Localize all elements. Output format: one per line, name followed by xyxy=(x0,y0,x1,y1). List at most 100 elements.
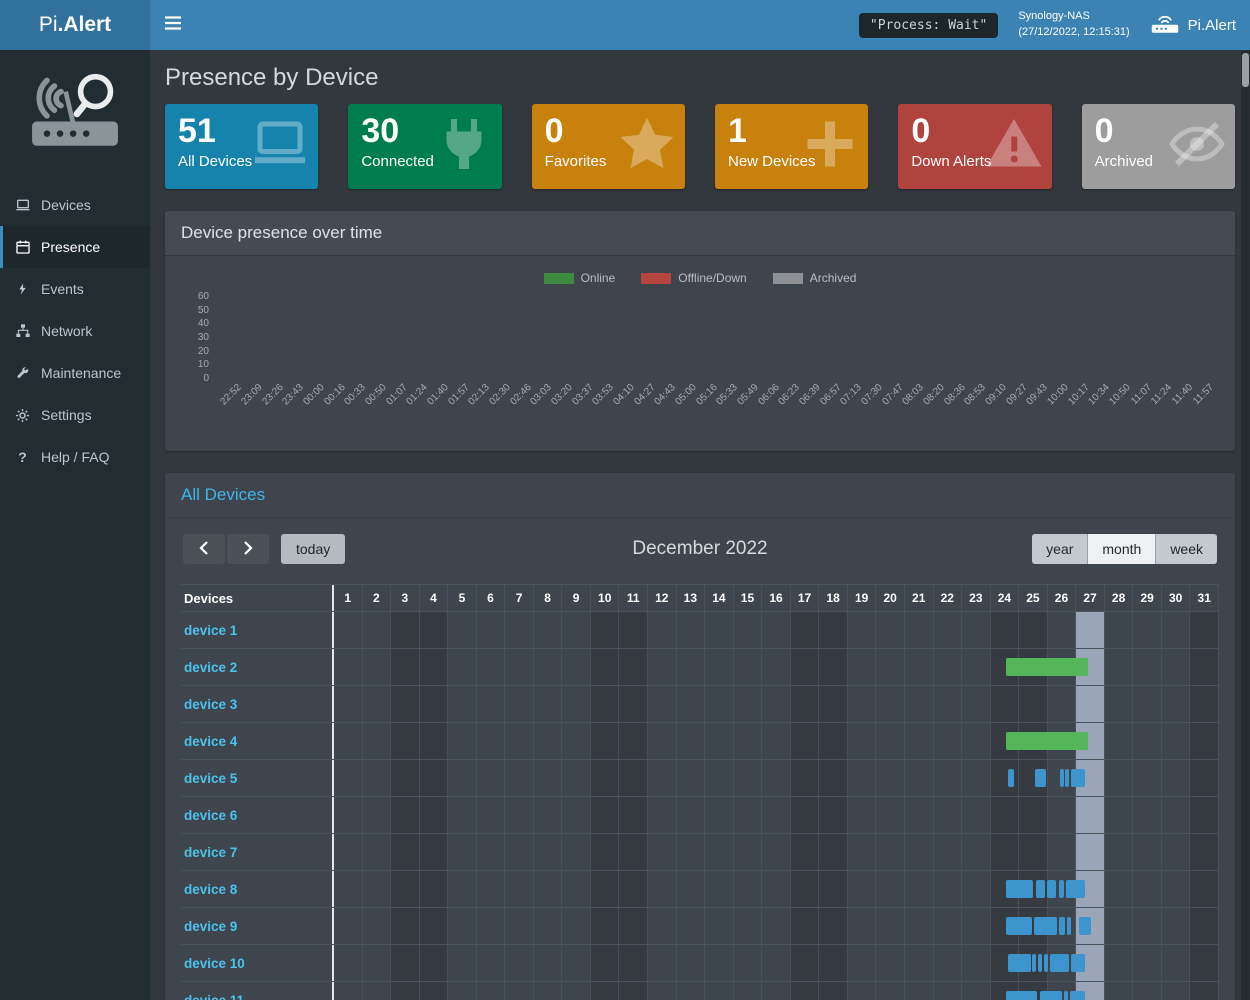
day-cell xyxy=(419,760,449,796)
sidebar-item-presence[interactable]: Presence xyxy=(0,226,150,268)
device-link[interactable]: device 1 xyxy=(184,622,238,638)
presence-event[interactable] xyxy=(1059,917,1065,935)
sidebar-item-events[interactable]: Events xyxy=(0,268,150,310)
device-link[interactable]: device 4 xyxy=(184,733,238,749)
day-cell xyxy=(1133,760,1162,796)
day-cell xyxy=(534,723,563,759)
presence-event[interactable] xyxy=(1047,880,1057,898)
presence-event[interactable] xyxy=(1035,880,1046,898)
sidebar-item-label: Settings xyxy=(41,407,92,423)
presence-event[interactable] xyxy=(1032,954,1037,972)
day-cell xyxy=(419,649,449,685)
presence-event[interactable] xyxy=(1006,658,1088,676)
day-cell xyxy=(334,686,363,722)
device-timeline xyxy=(334,649,1219,685)
eye-slash-icon xyxy=(1167,114,1227,174)
presence-event[interactable] xyxy=(1066,880,1086,898)
sidebar-item-maintenance[interactable]: Maintenance xyxy=(0,352,150,394)
legend-swatch-offline xyxy=(641,272,672,284)
day-cell xyxy=(391,982,420,1000)
presence-event[interactable] xyxy=(1063,991,1069,1000)
presence-event[interactable] xyxy=(1007,954,1031,972)
card-value: 1 xyxy=(727,112,747,150)
x-tick-label: 06:57 xyxy=(818,382,844,408)
device-link[interactable]: device 6 xyxy=(184,807,238,823)
presence-event[interactable] xyxy=(1039,991,1062,1000)
day-cell xyxy=(762,908,791,944)
legend-online[interactable]: Online xyxy=(543,271,615,285)
device-link[interactable]: device 3 xyxy=(184,696,238,712)
day-header: 27 xyxy=(1076,585,1105,611)
chart-legend: Online Offline/Down Archived xyxy=(181,264,1219,297)
presence-event[interactable] xyxy=(1043,954,1049,972)
sidebar-item-help[interactable]: ? Help / FAQ xyxy=(0,436,150,478)
view-month-button[interactable]: month xyxy=(1088,534,1157,564)
day-cell xyxy=(1133,797,1162,833)
summary-card-archived[interactable]: 0 Archived xyxy=(1081,104,1235,189)
presence-event[interactable] xyxy=(1006,917,1032,935)
presence-event[interactable] xyxy=(1049,954,1070,972)
sidebar-item-label: Events xyxy=(41,281,84,297)
presence-event[interactable] xyxy=(1034,917,1057,935)
device-link[interactable]: device 7 xyxy=(184,844,238,860)
device-timeline xyxy=(334,871,1219,907)
day-cell xyxy=(962,797,991,833)
day-header: 31 xyxy=(1190,585,1219,611)
legend-archived[interactable]: Archived xyxy=(772,271,856,285)
sidebar-item-settings[interactable]: Settings xyxy=(0,394,150,436)
brand-logo[interactable]: Pi .Alert xyxy=(0,0,150,50)
prev-button[interactable] xyxy=(183,534,225,564)
day-cell xyxy=(1105,797,1134,833)
day-cell xyxy=(448,686,477,722)
presence-event[interactable] xyxy=(1079,917,1091,935)
scrollbar-thumb[interactable] xyxy=(1242,53,1249,87)
presence-event[interactable] xyxy=(1038,954,1042,972)
navbar-app-brand[interactable]: Pi.Alert xyxy=(1150,11,1236,39)
sidebar-item-network[interactable]: Network xyxy=(0,310,150,352)
legend-offline[interactable]: Offline/Down xyxy=(641,271,747,285)
presence-event[interactable] xyxy=(1034,769,1047,787)
device-row: device 10 xyxy=(181,945,1219,982)
presence-event[interactable] xyxy=(1006,991,1037,1000)
day-cell xyxy=(534,982,563,1000)
summary-card-new-devices[interactable]: 1 New Devices xyxy=(714,104,869,189)
presence-event[interactable] xyxy=(1059,769,1064,787)
presence-event[interactable] xyxy=(1007,769,1014,787)
summary-card-connected[interactable]: 30 Connected xyxy=(348,104,502,189)
day-cell xyxy=(363,649,392,685)
device-link[interactable]: device 5 xyxy=(184,770,238,786)
day-cell xyxy=(705,908,734,944)
next-button[interactable] xyxy=(227,534,269,564)
device-link[interactable]: device 9 xyxy=(184,918,238,934)
day-cell xyxy=(1105,834,1134,870)
view-week-button[interactable]: week xyxy=(1156,534,1217,564)
day-cell xyxy=(705,871,734,907)
day-cell xyxy=(734,797,763,833)
device-link[interactable]: device 2 xyxy=(184,659,238,675)
presence-event[interactable] xyxy=(1069,991,1086,1000)
x-tick-label: 01:40 xyxy=(425,382,451,408)
device-link[interactable]: device 10 xyxy=(184,955,245,971)
view-year-button[interactable]: year xyxy=(1032,534,1089,564)
presence-event[interactable] xyxy=(1065,769,1070,787)
summary-card-all-devices[interactable]: 51 All Devices xyxy=(165,104,319,189)
presence-event[interactable] xyxy=(1006,880,1034,898)
presence-event[interactable] xyxy=(1071,769,1086,787)
day-cell xyxy=(1133,612,1162,648)
presence-event[interactable] xyxy=(1066,917,1071,935)
summary-card-favorites[interactable]: 0 Favorites xyxy=(531,104,685,189)
device-link[interactable]: device 11 xyxy=(184,992,245,1000)
today-button[interactable]: today xyxy=(281,534,346,564)
presence-event[interactable] xyxy=(1058,880,1065,898)
presence-event[interactable] xyxy=(1071,954,1086,972)
device-timeline xyxy=(334,723,1219,759)
sidebar-toggle-button[interactable] xyxy=(150,0,196,50)
day-cell xyxy=(848,723,877,759)
summary-card-down-alerts[interactable]: 0 Down Alerts xyxy=(898,104,1052,189)
chart-x-axis: 22:52 23:09 23:26 23:43 00:00 00:16 00:33 00:50… xyxy=(219,379,1216,435)
presence-event[interactable] xyxy=(1006,732,1088,750)
day-cell xyxy=(363,945,392,981)
day-cell xyxy=(477,686,506,722)
sidebar-item-devices[interactable]: Devices xyxy=(0,184,150,226)
device-link[interactable]: device 8 xyxy=(184,881,238,897)
